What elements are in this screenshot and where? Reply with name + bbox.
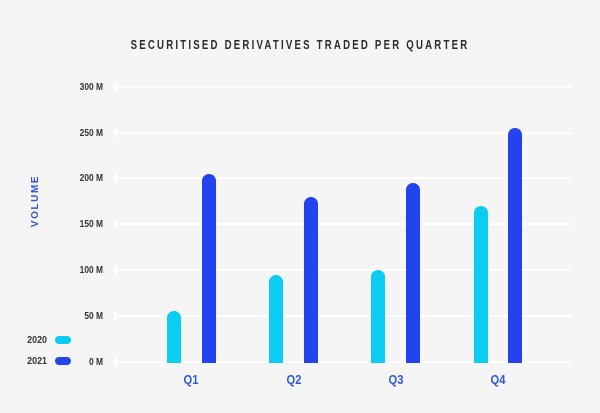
legend-swatch-2020 bbox=[55, 336, 71, 344]
x-axis-label-q1: Q1 bbox=[183, 372, 199, 387]
bar-2021-q2 bbox=[303, 196, 318, 363]
y-axis-title: VOLUME bbox=[30, 174, 41, 228]
x-axis-label-q2: Q2 bbox=[286, 372, 301, 387]
y-tick-label: 50 M bbox=[84, 309, 103, 322]
bar-2020-q4 bbox=[473, 205, 488, 363]
y-gridline bbox=[114, 177, 572, 180]
y-tick-mark bbox=[114, 128, 117, 137]
y-tick-label: 250 M bbox=[79, 126, 103, 139]
legend-label-2020: 2020 bbox=[27, 333, 47, 346]
y-tick-label: 150 M bbox=[79, 218, 103, 231]
y-tick-label: 100 M bbox=[79, 264, 103, 277]
y-tick-mark bbox=[114, 82, 117, 91]
bar-2021-q1 bbox=[201, 173, 216, 363]
legend-swatch-2021 bbox=[55, 357, 71, 365]
bar-2020-q2 bbox=[269, 274, 284, 363]
y-tick-label: 0 M bbox=[88, 355, 103, 368]
bar-2021-q4 bbox=[508, 127, 523, 363]
bar-2020-q1 bbox=[167, 311, 181, 363]
y-gridline bbox=[114, 223, 572, 226]
x-axis-label-q4: Q4 bbox=[490, 372, 506, 387]
y-gridline bbox=[114, 314, 572, 317]
y-gridline bbox=[114, 131, 572, 134]
y-tick-mark bbox=[114, 357, 117, 366]
bar-2020-q3 bbox=[371, 270, 386, 363]
chart-title: SECURITISED DERIVATIVES TRADED PER QUART… bbox=[130, 37, 470, 52]
y-tick-mark bbox=[114, 311, 117, 320]
y-tick-mark bbox=[114, 174, 117, 183]
y-tick-mark bbox=[114, 266, 117, 275]
y-gridline bbox=[114, 360, 572, 363]
bar-2021-q3 bbox=[406, 182, 420, 363]
legend-label-2021: 2021 bbox=[27, 354, 47, 367]
y-gridline bbox=[114, 269, 572, 272]
y-tick-label: 300 M bbox=[79, 80, 103, 93]
y-tick-label: 200 M bbox=[79, 172, 103, 185]
y-gridline bbox=[114, 85, 572, 88]
x-axis-label-q3: Q3 bbox=[388, 372, 404, 387]
y-tick-mark bbox=[114, 220, 117, 229]
